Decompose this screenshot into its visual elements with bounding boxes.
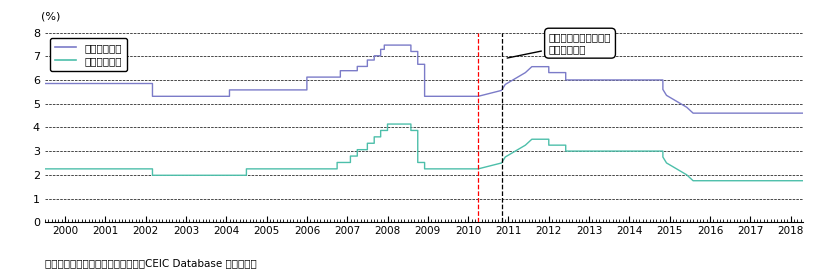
預金基準金利 [658, 155, 667, 159]
貸出基準金利 [336, 75, 346, 79]
貸出基準金利 [376, 48, 385, 51]
預金基準金利 [544, 144, 553, 147]
預金基準金利 [688, 179, 698, 182]
預金基準金利 [561, 150, 570, 153]
貸出基準金利 [380, 43, 390, 47]
貸出基準金利 [496, 89, 506, 92]
Line: 預金基準金利: 預金基準金利 [45, 124, 803, 181]
預金基準金利 [682, 173, 692, 176]
預金基準金利 [148, 167, 157, 170]
預金基準金利 [241, 174, 251, 177]
Text: ４兆元の景気対策後、
金利引き上げ: ４兆元の景気対策後、 金利引き上げ [507, 33, 611, 58]
預金基準金利 [382, 122, 392, 126]
貸出基準金利 [544, 65, 553, 68]
貸出基準金利 [363, 65, 372, 68]
預金基準金利 [672, 167, 681, 170]
貸出基準金利 [682, 106, 692, 109]
預金基準金利 [352, 148, 362, 151]
預金基準金利 [406, 129, 416, 132]
預金基準金利 [570, 150, 580, 153]
貸出基準金利 [225, 88, 235, 92]
預金基準金利 [40, 167, 50, 170]
貸出基準金利 [376, 54, 385, 57]
預金基準金利 [363, 148, 372, 151]
貸出基準金利 [570, 78, 580, 82]
預金基準金利 [346, 154, 355, 158]
預金基準金利 [352, 154, 362, 158]
貸出基準金利 [510, 77, 520, 80]
預金基準金利 [420, 161, 430, 164]
貸出基準金利 [561, 71, 570, 74]
預金基準金利 [369, 142, 379, 145]
預金基準金利 [658, 150, 667, 153]
Line: 貸出基準金利: 貸出基準金利 [45, 45, 803, 113]
貸出基準金利 [500, 83, 510, 86]
預金基準金利 [500, 155, 510, 159]
預金基準金利 [662, 161, 672, 164]
貸出基準金利 [420, 88, 430, 92]
預金基準金利 [510, 150, 520, 153]
預金基準金利 [333, 167, 342, 170]
貸出基準金利 [369, 59, 379, 62]
預金基準金利 [376, 129, 385, 132]
貸出基準金利 [561, 78, 570, 82]
預金基準金利 [561, 144, 570, 147]
貸出基準金利 [380, 48, 390, 51]
Text: 資料：中国人民銀行、国家統計局、CEIC Database から作成。: 資料：中国人民銀行、国家統計局、CEIC Database から作成。 [45, 258, 257, 268]
預金基準金利 [413, 129, 423, 132]
貸出基準金利 [302, 88, 312, 92]
貸出基準金利 [336, 69, 346, 72]
貸出基準金利 [420, 95, 430, 98]
預金基準金利 [346, 161, 355, 164]
貸出基準金利 [658, 88, 667, 91]
貸出基準金利 [225, 95, 235, 98]
預金基準金利 [420, 167, 430, 170]
貸出基準金利 [658, 78, 667, 82]
貸出基準金利 [413, 63, 423, 66]
預金基準金利 [363, 142, 372, 145]
預金基準金利 [376, 135, 385, 138]
Legend: 貸出基準金利, 預金基準金利: 貸出基準金利, 預金基準金利 [50, 38, 127, 71]
預金基準金利 [369, 135, 379, 138]
預金基準金利 [382, 129, 392, 132]
預金基準金利 [521, 144, 531, 147]
預金基準金利 [527, 138, 537, 141]
貸出基準金利 [662, 94, 672, 97]
貸出基準金利 [527, 65, 537, 68]
預金基準金利 [544, 138, 553, 141]
貸出基準金利 [363, 59, 372, 62]
貸出基準金利 [40, 82, 50, 85]
貸出基準金利 [148, 95, 157, 98]
貸出基準金利 [798, 112, 808, 115]
貸出基準金利 [352, 65, 362, 68]
預金基準金利 [496, 161, 506, 164]
預金基準金利 [333, 161, 342, 164]
貸出基準金利 [420, 63, 430, 66]
貸出基準金利 [406, 43, 416, 47]
貸出基準金利 [148, 82, 157, 85]
貸出基準金利 [544, 71, 553, 74]
預金基準金利 [413, 161, 423, 164]
貸出基準金利 [369, 54, 379, 57]
預金基準金利 [474, 167, 483, 170]
貸出基準金利 [413, 50, 423, 53]
預金基準金利 [798, 179, 808, 182]
貸出基準金利 [406, 50, 416, 53]
貸出基準金利 [352, 69, 362, 72]
預金基準金利 [241, 167, 251, 170]
貸出基準金利 [688, 112, 698, 115]
Text: (%): (%) [41, 11, 60, 21]
預金基準金利 [406, 122, 416, 126]
貸出基準金利 [672, 100, 681, 103]
貸出基準金利 [521, 71, 531, 74]
貸出基準金利 [302, 75, 312, 79]
貸出基準金利 [474, 95, 483, 98]
預金基準金利 [148, 174, 157, 177]
